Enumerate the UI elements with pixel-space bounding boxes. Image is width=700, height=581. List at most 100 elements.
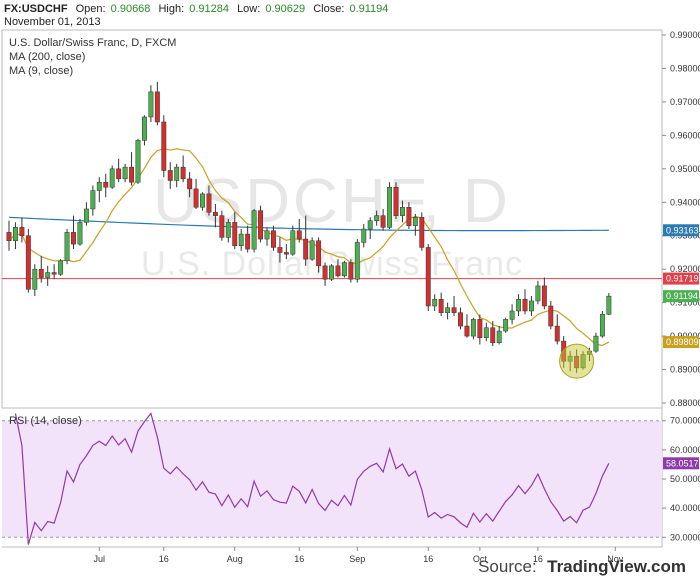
candle-body [103,181,109,188]
rsi-value-badge [663,457,699,470]
candle-body [109,168,115,188]
candle [477,314,483,345]
candle-body [354,242,360,280]
candle [271,225,276,251]
time-axis[interactable]: Jul 16 Aug 16 Sep 16 Oct 16 Nov [94,547,624,564]
source-prefix: Source: [478,557,537,576]
low-value: 0.90629 [265,3,305,15]
low-label: Low: [237,3,260,15]
candle [606,293,612,316]
candle [83,202,89,226]
candle-body [135,140,141,183]
svg-text:FX:USDCHF Open: 0.: FX:USDCHF Open: 0.90668 High: 0.91284 Lo… [4,3,388,15]
candle [135,138,141,184]
candle-body [316,240,322,267]
candle [451,295,457,317]
price-tick-label: 0.89000 [670,365,700,375]
time-tick-label: Nov [607,554,624,564]
candle-body [264,230,270,240]
candle [593,332,599,353]
time-tick-label: 16 [294,554,304,564]
candle-body [13,227,18,241]
candle [19,217,25,243]
high-label: High: [158,3,184,15]
highlight-circle [559,343,595,379]
symbol-label[interactable]: FX:USDCHF [4,3,68,15]
candle [541,277,547,310]
candle-body [522,299,528,312]
candle [464,314,470,338]
candle-body [245,233,251,250]
candle-body [367,220,373,230]
candle-body [451,307,457,313]
candle-body [71,232,76,245]
candle [142,115,147,146]
candle [367,217,373,240]
candle [548,300,554,330]
ma200-line[interactable] [8,216,609,232]
rsi-tick-label: 40.0000 [670,503,700,513]
candle [167,162,173,189]
candle-body [464,325,470,337]
candle-body [374,215,380,221]
candle [529,295,534,317]
candle [387,182,393,230]
candle-body [122,166,128,180]
candle [129,152,135,186]
candle-body [219,215,225,238]
candle [483,322,489,342]
candle-body [200,193,205,208]
candle-body [329,265,334,280]
candle [419,212,425,251]
candle-body [187,178,193,190]
candle [535,280,541,305]
candle-body [38,268,44,278]
candles[interactable] [6,81,612,373]
candle [13,222,18,250]
candle-body [380,215,386,228]
candle-body [83,208,89,223]
candle [122,163,128,183]
candle-body [361,228,367,243]
price-tick-label: 0.97000 [670,97,700,107]
price-axis[interactable]: 0.99000 0.98000 0.97000 0.96000 0.95000 0.940… [662,30,700,408]
candle-body [490,327,496,344]
candle-body [412,217,418,226]
price-tick-label: 0.94000 [670,197,700,207]
rsi-line[interactable] [14,412,610,545]
price-tick-label: 0.92000 [670,264,700,274]
candle-body [309,240,315,260]
candle-body [335,265,341,277]
candle [309,237,315,261]
candle-body [387,186,393,228]
candle-body [477,319,483,339]
candle-body [348,262,354,280]
candle [303,215,309,266]
candle [425,244,431,311]
ma9-line[interactable] [8,148,610,347]
candle [148,85,154,122]
rsi-axis[interactable]: 70.0000 60.0000 50.0000 40.0000 30.0000 [662,416,700,543]
price-badge-label: 0.91719 [666,274,699,284]
candle [316,237,322,273]
price-badge [663,336,699,349]
candle-body [419,217,425,248]
rsi-panel[interactable]: 70.0000 60.0000 50.0000 40.0000 30.0000 58.0… [2,412,700,545]
ma200-legend: MA (200, close) [9,51,85,63]
candle [219,210,225,241]
price-badge-label: 0.89809 [666,337,699,347]
candle-body [406,207,412,226]
candle-body [129,166,135,183]
candle-body [64,232,70,262]
candle-body [593,335,599,352]
watermark-symbol: USDCHF, D [153,167,511,236]
candle [348,259,354,283]
candle-body [290,230,296,255]
price-panel[interactable]: USDCHF, D U.S. Dollar/Swiss Franc 0.9900… [1,29,700,548]
rsi-value-label: 58.0517 [666,458,699,468]
candle [296,219,302,243]
candle-body [154,91,160,123]
candle [245,225,251,253]
candle [6,220,12,251]
